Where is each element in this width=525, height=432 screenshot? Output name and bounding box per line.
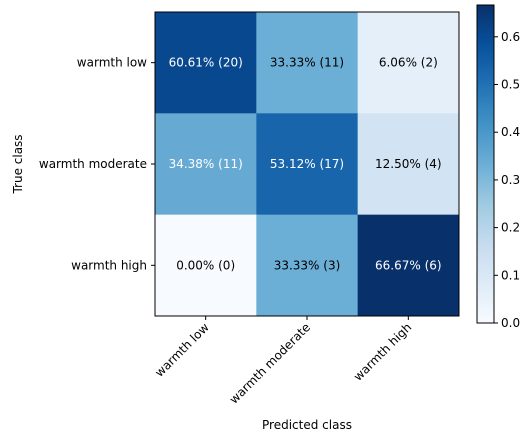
- cell-value-label: 66.67% (6): [375, 258, 442, 272]
- colorbar-tick-label: 0.4: [501, 125, 520, 139]
- heatmap-cell: [357, 113, 460, 216]
- colorbar-tick-label: 0.5: [501, 78, 520, 92]
- colorbar-tick-label: 0.2: [501, 221, 520, 235]
- x-tick-label: warmth low: [152, 320, 212, 380]
- heatmap-cell: [256, 113, 359, 216]
- y-tick-label: warmth high: [71, 258, 147, 272]
- x-tick-label: warmth moderate: [227, 320, 313, 406]
- colorbar-tick-label: 0.6: [501, 30, 520, 44]
- colorbar-tick-label: 0.1: [501, 268, 520, 282]
- y-axis: warmth low warmth moderate warmth high: [39, 56, 155, 272]
- heatmap-cells: [155, 12, 460, 317]
- y-tick-label: warmth low: [77, 56, 147, 70]
- heatmap-cell: [155, 12, 257, 114]
- y-axis-label: True class: [11, 134, 25, 194]
- heatmap-cell: [256, 214, 359, 317]
- heatmap-cell: [256, 12, 359, 114]
- colorbar-ticks: 0.0 0.1 0.2 0.3 0.4 0.5 0.6: [494, 30, 520, 330]
- cell-value-label: 33.33% (11): [270, 56, 344, 70]
- cell-value-label: 12.50% (4): [375, 157, 442, 171]
- y-tick-label: warmth moderate: [39, 157, 147, 171]
- x-axis: warmth low warmth moderate warmth high: [152, 315, 415, 407]
- x-axis-label: Predicted class: [262, 418, 352, 432]
- cell-value-label: 33.33% (3): [274, 258, 341, 272]
- x-tick-label: warmth high: [351, 320, 415, 384]
- heatmap-cell: [155, 113, 257, 216]
- colorbar: [476, 4, 495, 324]
- cell-value-label: 34.38% (11): [169, 157, 243, 171]
- colorbar-tick-label: 0.0: [501, 316, 520, 330]
- colorbar-tick-label: 0.3: [501, 173, 520, 187]
- heatmap-cell: [357, 214, 460, 317]
- heatmap-cell: [155, 214, 257, 317]
- heatmap-cell-labels: 60.61% (20) 33.33% (11) 6.06% (2) 34.38% (1…: [169, 56, 442, 273]
- cell-value-label: 6.06% (2): [379, 56, 438, 70]
- heatmap-cell: [357, 12, 460, 114]
- cell-value-label: 0.00% (0): [176, 258, 235, 272]
- cell-value-label: 60.61% (20): [169, 56, 243, 70]
- cell-value-label: 53.12% (17): [270, 157, 344, 171]
